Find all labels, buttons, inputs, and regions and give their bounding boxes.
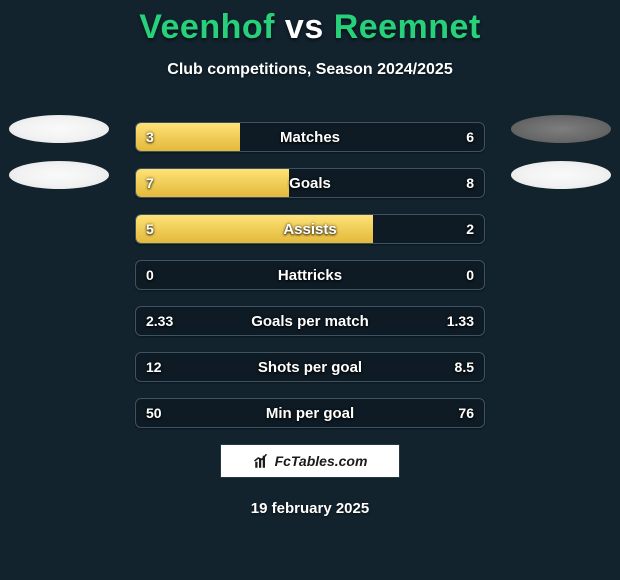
vs-text: vs xyxy=(285,8,324,46)
bar-value-left: 12 xyxy=(146,353,162,381)
bar-label: Hattricks xyxy=(136,261,484,289)
badge-ellipse xyxy=(9,115,109,143)
comparison-title: Veenhof vs Reemnet xyxy=(0,0,620,47)
bar-value-left: 2.33 xyxy=(146,307,173,335)
player2-name: Reemnet xyxy=(334,8,481,46)
stat-bar-row: 36Matches xyxy=(135,122,485,152)
player1-name: Veenhof xyxy=(139,8,275,46)
chart-icon xyxy=(253,452,271,470)
bar-value-right: 8 xyxy=(466,169,474,197)
stat-bar-row: 0 0Hattricks xyxy=(135,260,485,290)
stat-bar-row: 12 8.5Shots per goal xyxy=(135,352,485,382)
date-text: 19 february 2025 xyxy=(0,500,620,517)
stat-bar-row: 78Goals xyxy=(135,168,485,198)
badge-ellipse xyxy=(511,115,611,143)
bar-fill-left xyxy=(136,169,289,197)
logo-text: FcTables.com xyxy=(275,453,368,469)
bar-fill-left xyxy=(136,123,240,151)
badge-ellipse xyxy=(511,161,611,189)
bar-value-right: 2 xyxy=(466,215,474,243)
bar-value-right: 6 xyxy=(466,123,474,151)
stat-bars: 36Matches 78Goals 52Assists 0 0Hattricks 2.33… xyxy=(135,122,485,444)
bar-label: Goals per match xyxy=(136,307,484,335)
player2-badges xyxy=(506,115,616,195)
bar-value-right: 1.33 xyxy=(447,307,474,335)
bar-fill-left xyxy=(136,215,373,243)
bar-value-left: 0 xyxy=(146,261,154,289)
badge-ellipse xyxy=(9,161,109,189)
bar-value-right: 0 xyxy=(466,261,474,289)
bar-label: Shots per goal xyxy=(136,353,484,381)
bar-value-right: 8.5 xyxy=(455,353,474,381)
subtitle: Club competitions, Season 2024/2025 xyxy=(0,61,620,79)
stat-bar-row: 2.33 1.33Goals per match xyxy=(135,306,485,336)
bar-label: Min per goal xyxy=(136,399,484,427)
stat-bar-row: 50 76Min per goal xyxy=(135,398,485,428)
stat-bar-row: 52Assists xyxy=(135,214,485,244)
bar-value-left: 50 xyxy=(146,399,162,427)
player1-badges xyxy=(4,115,114,195)
bar-value-right: 76 xyxy=(458,399,474,427)
logo-box: FcTables.com xyxy=(220,444,400,478)
